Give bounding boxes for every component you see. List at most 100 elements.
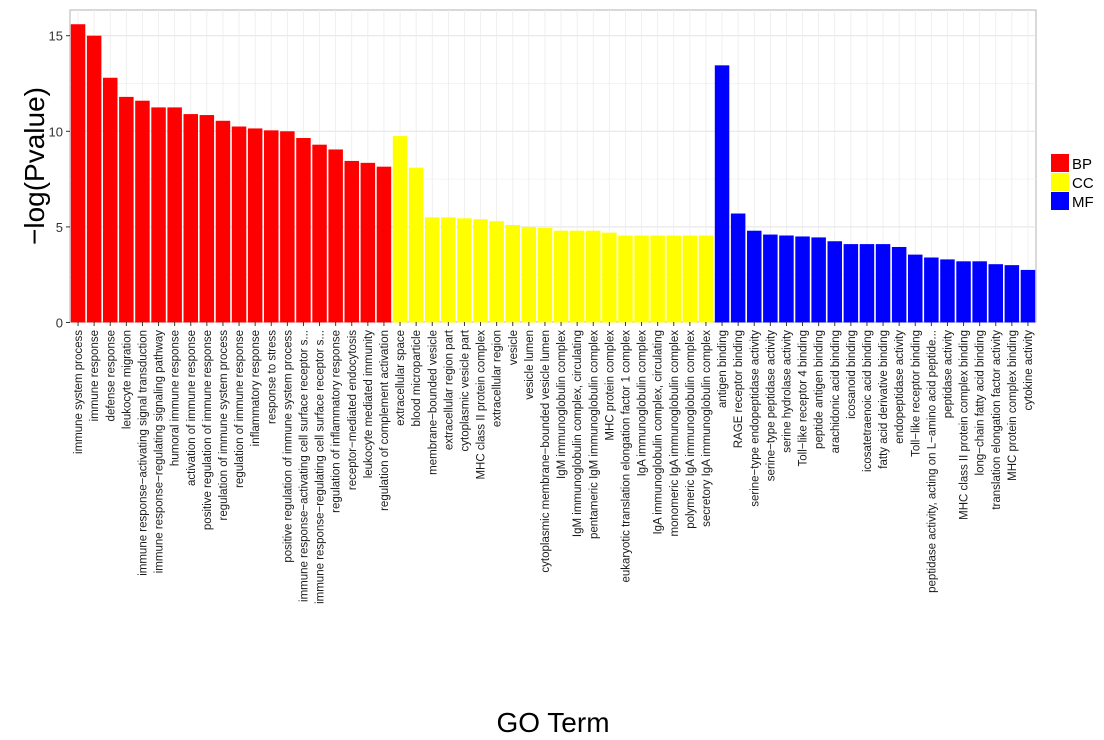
bar-31 <box>553 230 569 323</box>
x-tick-label: humoral immune response <box>170 330 182 466</box>
bar-24 <box>441 217 456 323</box>
x-tick-label: secretory IgA immunoglobulin complex <box>701 330 713 527</box>
x-tick-label: immune response−activating signal transd… <box>137 330 149 576</box>
x-tick-label: immune response−regulating signaling pat… <box>154 330 166 573</box>
x-tick-label: membrane−bounded vesicle <box>427 330 439 475</box>
bar-28 <box>505 224 520 323</box>
x-tick-label: fatty acid derivative binding <box>878 330 890 469</box>
x-tick-label: IgM immunoglobulin complex <box>556 330 568 479</box>
x-tick-label: regulation of immune response <box>234 330 246 488</box>
bar-57 <box>972 261 987 323</box>
x-tick-label: peptide antigen binding <box>814 330 826 449</box>
x-axis-title: GO Term <box>496 707 609 738</box>
x-tick-label: MHC protein complex binding <box>1007 330 1019 481</box>
bar-19 <box>360 162 376 323</box>
legend-key-mf <box>1051 192 1069 210</box>
bar-22 <box>408 167 424 323</box>
bar-36 <box>634 235 649 323</box>
bar-2 <box>86 35 102 323</box>
y-axis-ticks: 0 5 10 15 <box>49 29 70 331</box>
x-tick-label: serine hydrolase activity <box>781 330 793 453</box>
bar-32 <box>569 230 585 323</box>
x-tick-label: immune response <box>89 330 101 421</box>
bar-43 <box>747 230 762 323</box>
plot-panel-background <box>69 9 1037 323</box>
bar-42 <box>730 213 746 323</box>
x-tick-label: monomeric IgA immunoglobulin complex <box>669 330 681 537</box>
legend-label-bp: BP <box>1072 156 1092 173</box>
x-tick-label: cytoplasmic vesicle part <box>459 329 471 451</box>
x-tick-label: extracellular space <box>395 330 407 426</box>
x-tick-label: leukocyte migration <box>121 330 133 429</box>
x-tick-label: vesicle lumen <box>524 330 536 400</box>
bar-6 <box>151 107 166 323</box>
legend: BP CC MF <box>1051 154 1094 211</box>
x-tick-label: regulation of complement activation <box>379 330 391 511</box>
y-tick-label: 15 <box>49 29 63 44</box>
x-tick-label: eukaryotic translation elongation factor… <box>620 330 632 583</box>
bar-20 <box>376 166 392 323</box>
bar-58 <box>988 264 1003 323</box>
bar-1 <box>70 24 86 323</box>
bar-27 <box>489 221 504 323</box>
bar-12 <box>247 128 263 323</box>
x-tick-label: response to stress <box>266 330 278 424</box>
x-tick-label: icosatetraenoic acid binding <box>862 330 874 472</box>
x-tick-label: MHC class II protein complex <box>476 330 488 480</box>
x-tick-label: polymeric IgA immunoglobulin complex <box>685 330 697 529</box>
bar-15 <box>296 137 311 323</box>
bar-14 <box>280 131 295 323</box>
bar-56 <box>956 261 971 323</box>
bar-50 <box>859 244 875 323</box>
x-tick-label: regulation of immune system process <box>218 330 230 521</box>
x-tick-label: serine−type peptidase activity <box>765 330 777 481</box>
bar-29 <box>521 226 537 323</box>
x-tick-label: cytokine activity <box>1023 330 1035 411</box>
bar-54 <box>924 257 939 323</box>
x-tick-label: extracellular region part <box>443 329 455 450</box>
x-tick-label: IgA immunoglobulin complex <box>637 330 649 477</box>
x-tick-label: MHC class II protein complex binding <box>959 330 971 520</box>
x-tick-label: leukocyte mediated immunity <box>363 330 375 479</box>
legend-key-bp <box>1051 154 1069 172</box>
bar-37 <box>650 235 665 323</box>
bar-45 <box>779 235 794 323</box>
bar-11 <box>231 126 247 323</box>
bar-46 <box>795 236 810 323</box>
bars <box>70 24 1036 323</box>
legend-label-mf: MF <box>1072 194 1094 211</box>
y-tick-label: 0 <box>56 316 63 331</box>
bar-8 <box>183 114 198 323</box>
bar-51 <box>875 244 891 323</box>
x-axis-tick-labels: immune system process immune response defe… <box>73 322 1035 604</box>
x-tick-label: endopeptidase activity <box>894 330 906 444</box>
x-tick-label: arachidonic acid binding <box>830 330 842 453</box>
x-tick-label: IgA immunoglobulin complex, circulating <box>653 330 665 535</box>
bar-55 <box>940 259 955 323</box>
bar-23 <box>425 217 440 323</box>
bar-5 <box>135 100 150 323</box>
bar-39 <box>682 235 698 323</box>
bar-9 <box>199 115 215 323</box>
x-tick-label: activation of immune response <box>186 330 198 486</box>
x-tick-label: peptidase activity, acting on L−amino ac… <box>926 330 938 593</box>
x-tick-label: IgM immunoglobulin complex, circulating <box>572 330 584 537</box>
bar-44 <box>763 234 778 323</box>
bar-17 <box>328 149 343 323</box>
x-tick-label: Toll−like receptor binding <box>910 330 922 457</box>
y-tick-label: 10 <box>49 124 63 139</box>
bar-53 <box>908 254 923 323</box>
bar-21 <box>392 136 408 323</box>
bar-4 <box>119 96 134 323</box>
bar-49 <box>843 244 859 323</box>
bar-38 <box>666 235 681 323</box>
bar-34 <box>602 232 617 323</box>
x-tick-label: immune response−regulating cell surface … <box>315 330 327 604</box>
x-tick-label: serine−type endopeptidase activity <box>749 330 761 507</box>
x-tick-label: RAGE receptor binding <box>733 330 745 448</box>
bar-48 <box>827 241 842 323</box>
x-tick-label: blood microparticle <box>411 330 423 427</box>
bar-26 <box>473 219 488 323</box>
bar-10 <box>215 120 231 323</box>
